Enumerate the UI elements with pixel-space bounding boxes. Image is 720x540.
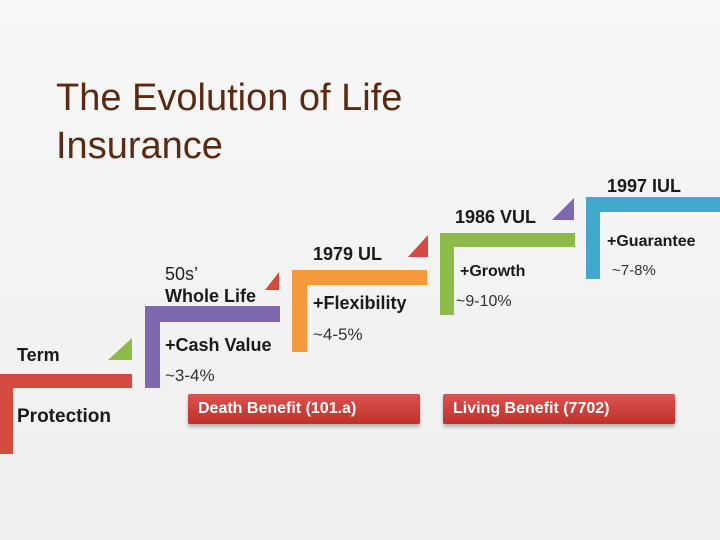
title-line-1: The Evolution of Life [56, 77, 403, 119]
whole-life-label: Whole Life [165, 286, 256, 306]
whole-life-step-triangle [265, 272, 279, 290]
iul-step-horizontal [586, 197, 720, 212]
ul-feature: +Flexibility [313, 293, 407, 313]
whole-life-step-horizontal [145, 306, 280, 322]
term-feature: Protection [17, 406, 111, 427]
vul-feature: +Growth [460, 263, 526, 280]
living-benefit-bar: Living Benefit (7702) [443, 394, 675, 424]
vul-step-horizontal [440, 233, 575, 247]
iul-label: 1997 IUL [607, 176, 682, 196]
vul-step-triangle [552, 198, 574, 220]
ul-step-horizontal [292, 270, 427, 285]
term-step-vertical [0, 374, 13, 454]
iul-step-vertical [586, 197, 600, 279]
term-step-horizontal [0, 374, 132, 388]
whole-life-feature: +Cash Value [165, 335, 272, 355]
ul-step-triangle [408, 235, 428, 257]
whole-life-rate: ~3-4% [165, 366, 215, 385]
term-label: Term [17, 345, 60, 365]
vul-label: 1986 VUL [455, 207, 537, 227]
iul-feature: +Guarantee [607, 233, 696, 250]
death-benefit-bar: Death Benefit (101.a) [188, 394, 420, 424]
slide-title: The Evolution of Life Insurance [56, 74, 476, 170]
vul-rate: ~9-10% [456, 293, 512, 310]
title-line-2: Insurance [56, 125, 223, 167]
ul-step-vertical [292, 270, 307, 352]
ul-label: 1979 UL [313, 244, 383, 264]
ul-rate: ~4-5% [313, 325, 363, 344]
whole-life-label-era: 50s’ [165, 264, 199, 284]
vul-step-vertical [440, 233, 454, 315]
term-step-triangle [108, 338, 132, 360]
iul-rate: ~7-8% [612, 262, 656, 279]
whole-life-step-vertical [145, 306, 160, 388]
